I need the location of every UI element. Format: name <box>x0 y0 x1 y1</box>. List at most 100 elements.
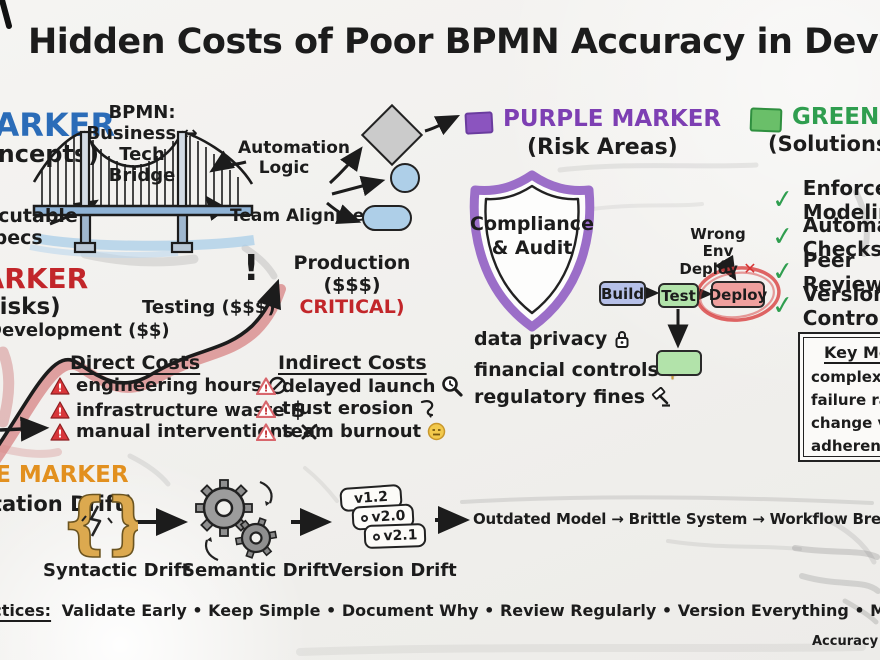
solution-text: Version Control <box>802 282 880 330</box>
fan-arrow-task <box>326 201 362 224</box>
svg-text:!: ! <box>57 427 62 440</box>
semantic-drift-gears <box>195 479 278 562</box>
best-practices-prefix: Best Practices: <box>0 601 52 620</box>
direct-cost-text: manual interventions <box>76 421 294 442</box>
key-metric-item: failure rate <box>811 391 880 409</box>
small-gear <box>234 517 278 559</box>
stage-testing: Testing ($$$) <box>142 297 276 318</box>
solution-text: Enforce Modeling <box>802 176 880 224</box>
pipeline-test-box: Test <box>658 283 699 308</box>
check-icon: ✓ <box>770 220 796 254</box>
purple-swatch <box>464 111 494 135</box>
version-tag-label: v2.1 <box>383 527 418 545</box>
solution-row: ✓ Peer Reviews <box>770 248 880 296</box>
indirect-cost-text: delayed launch <box>282 375 436 397</box>
warning-triangle-icon: ! <box>50 422 70 441</box>
purple-marker-label: PURPLE MARKER <box>503 106 722 132</box>
direct-costs-arrow <box>0 416 50 442</box>
bridge-illustration <box>29 130 255 258</box>
stage-production: Production ($$$) CRITICAL) <box>282 252 422 318</box>
check-icon: ✓ <box>770 289 796 323</box>
stage-development: Development ($$) <box>0 320 170 341</box>
svg-text:}: } <box>104 484 138 563</box>
best-practices-line: Best Practices: Validate Early • Keep Si… <box>0 601 880 620</box>
wrong-env-line2: Deploy ✕ <box>679 259 757 278</box>
indirect-cost-text: trust erosion <box>282 398 414 419</box>
warning-triangle-outline-icon: ! <box>256 422 276 441</box>
version-drift-label: Version Drift <box>328 560 457 581</box>
wrong-env-callout: Wrong Env Deploy ✕ <box>676 226 760 278</box>
automation-logic-line2: Logic <box>258 158 310 178</box>
connector-arrows <box>0 114 737 536</box>
burnout-face-icon <box>427 422 446 441</box>
fan-arrow-diamond <box>328 146 363 185</box>
accuracy-note: Accuracy = Reliability <box>812 634 880 649</box>
indirect-cost-text: team burnout <box>282 421 422 442</box>
magnifier-clock-icon <box>442 376 463 397</box>
semantic-drift-label: Semantic Drift <box>182 560 330 581</box>
best-practices-items: Validate Early • Keep Simple • Document … <box>61 601 880 620</box>
warning-triangle-icon: ! <box>50 401 70 419</box>
gavel-icon <box>652 387 671 407</box>
cost-bang: ! <box>243 248 260 289</box>
stage-production-line1: Production ($$$) <box>293 252 411 296</box>
direct-cost-text: infrastructure waste <box>76 399 285 421</box>
drift-chain-text: Outdated Model → Brittle System → Workfl… <box>473 510 880 528</box>
tag-hole <box>372 533 380 541</box>
tag-hole <box>360 514 368 522</box>
indirect-costs-title: Indirect Costs <box>278 352 427 374</box>
indirect-cost-row: ! team burnout <box>256 421 446 442</box>
big-gear <box>195 479 253 537</box>
check-icon: ✓ <box>770 183 796 217</box>
executable-specs-line1: Executable <box>0 205 78 227</box>
bpmn-event-circle <box>390 163 420 193</box>
green-swatch <box>749 107 783 133</box>
pipeline-deploy-label: Deploy <box>708 285 768 304</box>
direct-cost-row: ! engineering hours <box>50 375 287 396</box>
pipeline-build-box: Build <box>599 281 646 306</box>
pipeline-test-label: Test <box>661 286 696 305</box>
direct-cost-row: ! infrastructure waste $ <box>50 398 305 422</box>
warning-triangle-outline-icon: ! <box>256 377 276 395</box>
cost-curve-red-underlay <box>0 284 286 463</box>
risk-text: regulatory fines <box>474 386 646 408</box>
risk-row: regulatory fines <box>474 386 671 408</box>
key-metric-item: complexity score <box>811 368 880 386</box>
svg-text:!: ! <box>264 406 269 417</box>
diamond-out-arrow <box>424 114 461 136</box>
bridge-caption-line2: Business ↔ Tech <box>86 123 198 165</box>
pipeline-result-box <box>656 350 702 376</box>
executable-specs-line2: Specs <box>0 227 43 249</box>
direct-cost-row: ! manual interventions <box>50 421 319 442</box>
purple-marker-subtitle: (Risk Areas) <box>527 135 678 160</box>
key-metric-item: change volume <box>811 414 880 432</box>
page-title: Hidden Costs of Poor BPMN Accuracy in De… <box>28 22 880 62</box>
key-metrics-title: Key Metrics <box>824 343 880 362</box>
risk-text: data privacy <box>474 328 608 350</box>
warning-triangle-icon: ! <box>50 376 70 395</box>
lock-icon <box>615 331 629 348</box>
warning-triangle-outline-icon: ! <box>256 399 276 418</box>
solution-text: Automated Checks <box>802 213 880 261</box>
key-metrics-inner-border <box>803 337 880 457</box>
pipeline-build-label: Build <box>600 284 645 303</box>
team-alignment-callout: Team Alignment <box>230 206 385 226</box>
indirect-cost-row: ! delayed launch <box>256 375 463 397</box>
solution-text: Peer Reviews <box>802 248 880 296</box>
green-marker-label: GREEN MARKER <box>792 104 880 130</box>
svg-text:{: { <box>60 484 108 563</box>
pipeline-deploy-box: Deploy <box>708 281 768 308</box>
automation-logic-line1: Automation <box>238 138 350 158</box>
direct-cost-text: engineering hours <box>76 375 262 396</box>
red-marker-label: RED MARKER <box>0 262 89 295</box>
orange-marker-label: ORANGE MARKER <box>0 462 129 488</box>
direct-costs-title: Direct Costs <box>70 352 201 374</box>
blue-marker-label: BLUE MARKER <box>0 106 116 144</box>
risk-row: financial controls $ <box>474 357 680 382</box>
orange-marker-subtitle: (Documentation Drift) <box>0 492 134 516</box>
version-tag: v2.1 <box>363 522 427 550</box>
eraser-smudges <box>80 162 880 656</box>
key-metric-item: adherence % <box>811 437 880 455</box>
